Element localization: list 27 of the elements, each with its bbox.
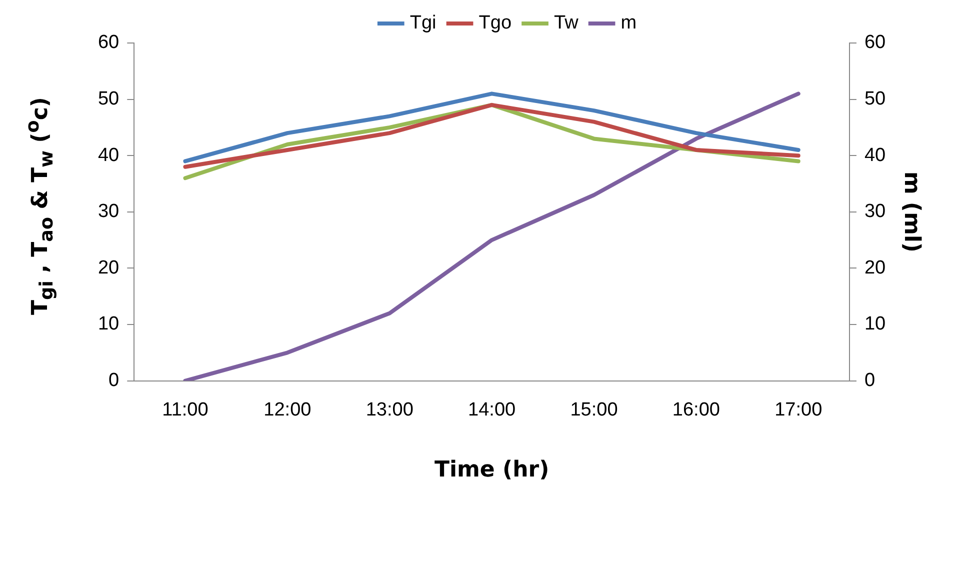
x-tick-label: 11:00 xyxy=(162,399,208,420)
x-tick-label: 16:00 xyxy=(672,399,720,420)
y-tick-label: 60 xyxy=(98,32,120,54)
y-tick-label: 0 xyxy=(108,370,120,392)
y2-tick-label: 10 xyxy=(864,314,886,335)
legend-label: m xyxy=(620,12,637,34)
legend-label: Tgo xyxy=(478,12,512,34)
x-tick-label: 14:00 xyxy=(468,399,516,420)
x-tick-label: 12:00 xyxy=(264,399,312,420)
x-tick-label: 15:00 xyxy=(570,399,618,420)
y2-axis-title: m (ml) xyxy=(899,171,924,252)
y2-tick-label: 40 xyxy=(864,144,886,166)
y2-tick-label: 30 xyxy=(864,201,886,222)
x-tick-label: 13:00 xyxy=(366,399,414,420)
x-tick-label: 17:00 xyxy=(774,399,822,420)
legend-label: Tw xyxy=(554,12,579,34)
y2-tick-label: 0 xyxy=(864,370,876,392)
y-tick-label: 50 xyxy=(98,88,120,110)
y-tick-label: 30 xyxy=(98,201,120,222)
y-tick-label: 40 xyxy=(98,144,120,166)
y-tick-label: 20 xyxy=(98,257,120,278)
legend-label: Tgi xyxy=(410,12,436,34)
y2-tick-label: 50 xyxy=(864,88,886,110)
y2-tick-label: 60 xyxy=(864,32,886,54)
y2-tick-label: 20 xyxy=(864,257,886,278)
x-axis-title: Time (hr) xyxy=(434,458,550,483)
y-tick-label: 10 xyxy=(98,314,120,335)
